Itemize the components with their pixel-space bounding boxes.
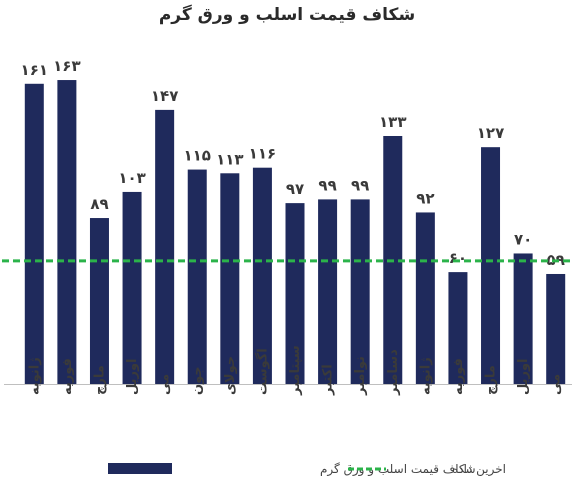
value-label-2: ۸۹ — [90, 195, 108, 213]
bar-4 — [155, 109, 175, 384]
value-label-6: ۱۱۳ — [216, 150, 243, 168]
bar-14 — [481, 147, 501, 384]
legend-line-label: اخرین داده — [452, 462, 506, 477]
bar-10 — [350, 199, 370, 384]
bar-2 — [89, 218, 109, 384]
value-label-1: ۱۶۳ — [53, 57, 80, 75]
legend-bar-label: شکاف قیمت اسلب و ورق گرم — [320, 462, 476, 477]
value-label-3: ۱۰۳ — [118, 169, 145, 187]
bar-5 — [187, 169, 207, 384]
value-labels-group: ۱۶۱ ۱۶۳ ۸۹ ۱۰۳ ۱۴۷ ۱۱۵ ۱۱۳ ۱۱۶ ۹۷ ۹۹ ۹۹ ۱۳۳ ۹۲ ۶۰ ۱۲۷ ۷… — [21, 57, 565, 269]
bar-3 — [122, 191, 142, 384]
bar-12 — [415, 212, 435, 384]
legend-bar-swatch — [108, 463, 172, 474]
value-label-7: ۱۱۶ — [249, 145, 276, 163]
x-tick-label-4: می — [158, 374, 173, 395]
value-label-9: ۹۹ — [318, 176, 336, 194]
legend: شکاف قیمت اسلب و ورق گرم اخرین داده — [108, 462, 506, 477]
x-tick-label-15: اوریل — [516, 358, 531, 395]
value-label-15: ۷۰ — [514, 230, 532, 248]
x-tick-label-1: فوریه — [60, 358, 75, 395]
x-tick-label-6: جولای — [223, 356, 238, 395]
bar-9 — [318, 199, 338, 384]
x-tick-label-2: مارچ — [92, 365, 107, 395]
value-label-10: ۹۹ — [351, 176, 369, 194]
value-label-0: ۱۶۱ — [21, 61, 48, 79]
bar-0 — [24, 83, 44, 385]
value-label-5: ۱۱۵ — [184, 147, 211, 165]
x-tick-label-9: اکتبر — [321, 364, 336, 396]
x-tick-label-3: اوریل — [125, 358, 140, 395]
x-tick-label-5: جون — [190, 366, 205, 395]
x-tick-label-16: می — [549, 374, 564, 395]
chart-title: شکاف قیمت اسلب و ورق گرم — [159, 4, 415, 25]
bar-15 — [513, 253, 533, 384]
x-tick-label-14: مارچ — [484, 365, 499, 395]
x-tick-label-8: سپتامبر — [288, 345, 303, 396]
x-tick-label-13: فوریه — [451, 358, 466, 395]
value-label-4: ۱۴۷ — [151, 87, 178, 105]
x-tick-label-12: ژانویه — [418, 357, 433, 395]
value-label-11: ۱۳۳ — [379, 113, 406, 131]
x-tick-label-11: دسامبر — [386, 349, 401, 396]
value-label-13: ۶۰ — [449, 249, 467, 267]
value-label-14: ۱۲۷ — [477, 124, 504, 142]
bar-7 — [252, 167, 272, 384]
bar-13 — [448, 272, 468, 384]
value-label-12: ۹۲ — [416, 189, 434, 207]
x-tick-label-0: ژانویه — [27, 357, 42, 395]
x-tick-label-7: اگوست — [254, 348, 270, 395]
bars-group — [24, 80, 566, 385]
bar-1 — [57, 80, 77, 384]
value-label-8: ۹۷ — [286, 180, 304, 198]
bar-16 — [546, 273, 566, 384]
bar-6 — [220, 173, 240, 384]
x-tick-label-10: نوامبر — [353, 356, 368, 396]
bar-8 — [285, 203, 305, 384]
x-labels-group: ژانویه فوریه مارچ اوریل می جون جولای اگوست سپتام… — [27, 345, 563, 396]
